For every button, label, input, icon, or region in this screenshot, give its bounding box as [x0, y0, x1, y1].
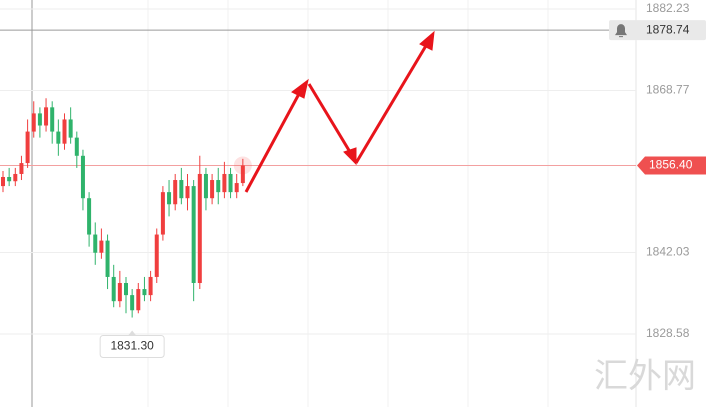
candle-body — [111, 276, 116, 302]
candle-body — [185, 186, 190, 199]
candle-body — [13, 173, 18, 182]
candle-body — [136, 289, 141, 311]
candle-body — [117, 283, 122, 302]
arrow-head — [419, 30, 435, 51]
candle-body — [80, 155, 85, 199]
candle-body — [228, 173, 233, 193]
candle-body — [87, 198, 92, 235]
candle-body — [197, 173, 202, 284]
candle-body — [44, 107, 49, 126]
candle-body — [173, 180, 178, 205]
candle-body — [179, 180, 184, 199]
bell-icon — [615, 24, 627, 38]
candle-body — [191, 186, 196, 284]
arrow-head — [343, 147, 357, 166]
alert-price-label: 1878.74 — [646, 22, 690, 36]
candle-body — [222, 173, 227, 193]
current-price-label: 1856.40 — [649, 158, 693, 172]
candle-body — [216, 180, 221, 193]
candle-body — [142, 289, 147, 296]
candle-body — [19, 163, 24, 174]
candle-body — [25, 131, 30, 164]
candle-body — [240, 165, 245, 184]
candle-body — [234, 183, 239, 193]
candle-body — [74, 137, 79, 156]
arrow — [354, 43, 429, 164]
arrow — [244, 91, 302, 193]
candle-body — [1, 176, 5, 187]
candle-body — [68, 119, 73, 138]
candle-body — [160, 192, 165, 235]
candle-body — [99, 240, 104, 253]
candle-body — [105, 240, 110, 277]
annotation-arrows — [244, 30, 435, 193]
candle-body — [130, 295, 135, 311]
candle-body — [124, 283, 128, 296]
candle-body — [56, 131, 61, 144]
low-marker-pointer — [128, 330, 137, 336]
alert-tag — [609, 20, 706, 41]
candle-body — [154, 234, 159, 277]
candle-body — [167, 192, 172, 205]
candle-body — [93, 234, 98, 253]
watermark: 汇外网 — [594, 357, 696, 397]
arrow — [307, 83, 352, 153]
candle-body — [210, 180, 215, 199]
y-tick-label: 1842.03 — [646, 245, 690, 259]
candle-body — [50, 107, 55, 132]
candle-body — [7, 176, 12, 182]
y-tick-label: 1868.77 — [646, 83, 690, 97]
y-tick-label: 1882.23 — [646, 1, 690, 15]
candle-body — [62, 119, 67, 144]
y-tick-label: 1828.58 — [646, 326, 690, 340]
low-marker-label: 1831.30 — [110, 339, 154, 353]
candle-body — [37, 113, 42, 126]
arrow-head — [291, 78, 309, 99]
candle-body — [203, 173, 208, 199]
price-tag — [637, 156, 706, 175]
last-price-glow — [233, 156, 252, 175]
candle-body — [148, 276, 153, 296]
candle-body — [31, 113, 36, 132]
